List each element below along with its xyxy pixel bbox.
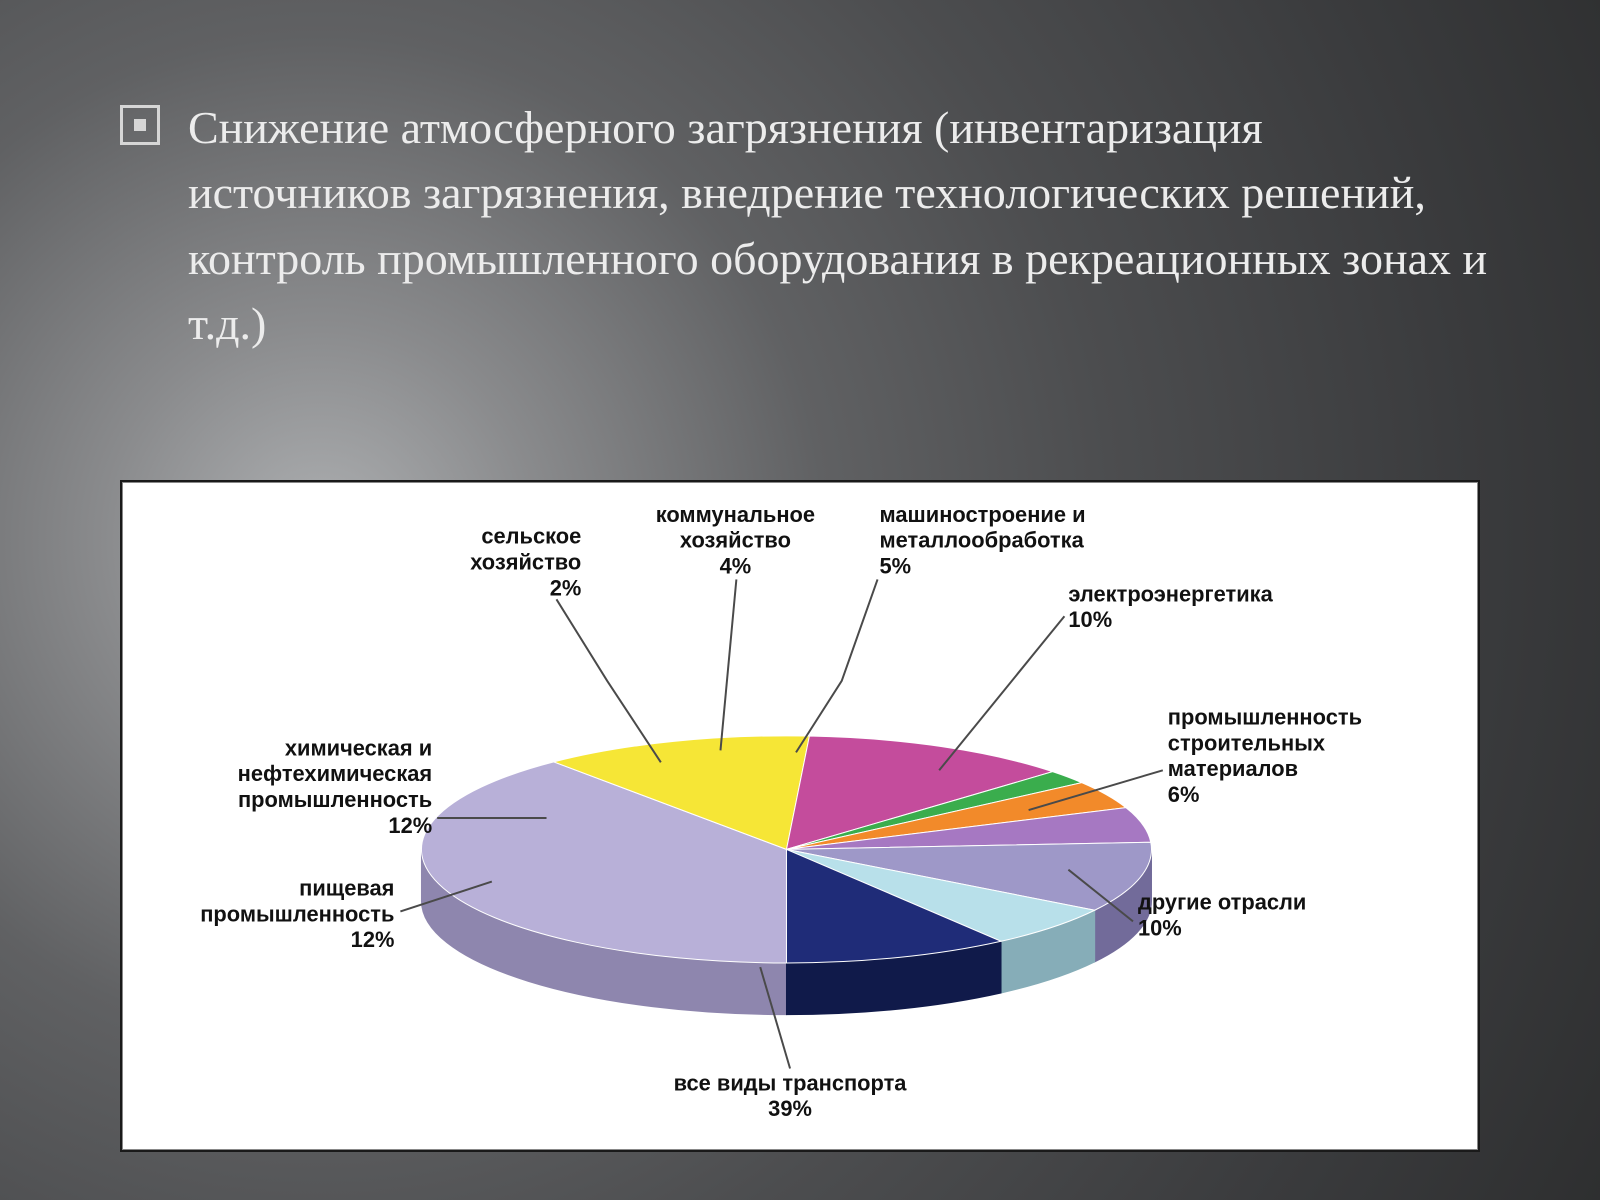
bullet-icon [120, 105, 160, 145]
pie-leader-line [720, 579, 736, 750]
bullet-text: Снижение атмосферного загрязнения (инвен… [188, 95, 1488, 356]
pie-slice-label: сельскоехозяйство2% [470, 524, 581, 601]
pie-slice-label: коммунальноехозяйство4% [656, 502, 815, 579]
slide: Снижение атмосферного загрязнения (инвен… [0, 0, 1600, 1200]
pie-leader-line [556, 599, 660, 762]
pie-leader-line [796, 579, 878, 752]
pie-slice-label: промышленностьстроительныхматериалов6% [1168, 705, 1362, 808]
pie-slice-label: все виды транспорта39% [674, 1070, 908, 1121]
pie-slice-label: машиностроение иметаллообработка5% [880, 502, 1086, 579]
pie-slice-label: электроэнергетика10% [1068, 581, 1273, 632]
bullet-icon-inner [134, 119, 146, 131]
pie-slice-label: другие отрасли10% [1138, 889, 1306, 940]
pie-slice-label: пищеваяпромышленность12% [200, 876, 394, 953]
pie-leader-line [939, 616, 1064, 770]
pie-chart-card: все виды транспорта39% пищеваяпромышленно… [120, 480, 1480, 1152]
pie-chart-svg: все виды транспорта39% пищеваяпромышленно… [122, 482, 1478, 1150]
bullet-block: Снижение атмосферного загрязнения (инвен… [120, 95, 1520, 356]
pie-slice-label: химическая инефтехимическаяпромышленност… [238, 735, 433, 838]
